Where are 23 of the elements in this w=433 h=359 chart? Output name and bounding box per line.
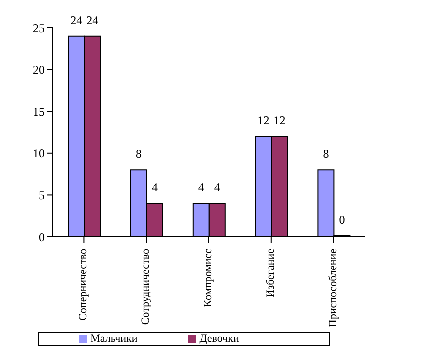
- data-label: 8: [136, 147, 142, 162]
- x-tick-label: Компромисс: [202, 248, 215, 308]
- data-label: 12: [274, 114, 286, 128]
- x-tick-label: Сотрудничество: [140, 248, 152, 326]
- y-tick-label: 15: [33, 104, 45, 119]
- x-tick-label: Приспособление: [327, 248, 340, 328]
- data-label: 4: [214, 180, 220, 195]
- data-label: 8: [323, 147, 330, 162]
- x-tick-label: Избегание: [264, 248, 277, 298]
- legend-label: Девочки: [200, 333, 240, 345]
- data-label: 24: [86, 13, 99, 28]
- legend-label: Мальчики: [90, 333, 138, 345]
- data-label: 24: [70, 13, 83, 28]
- data-label: 4: [198, 180, 204, 195]
- data-label: 12: [258, 114, 270, 128]
- x-tick-label: Соперничество: [78, 248, 90, 321]
- y-tick-label: 5: [39, 188, 45, 202]
- data-label: 0: [339, 213, 346, 227]
- y-tick-label: 25: [33, 21, 45, 36]
- y-tick-label: 10: [33, 146, 45, 161]
- y-tick-label: 20: [33, 63, 45, 78]
- y-tick-label: 0: [39, 230, 45, 244]
- data-label: 4: [152, 180, 158, 195]
